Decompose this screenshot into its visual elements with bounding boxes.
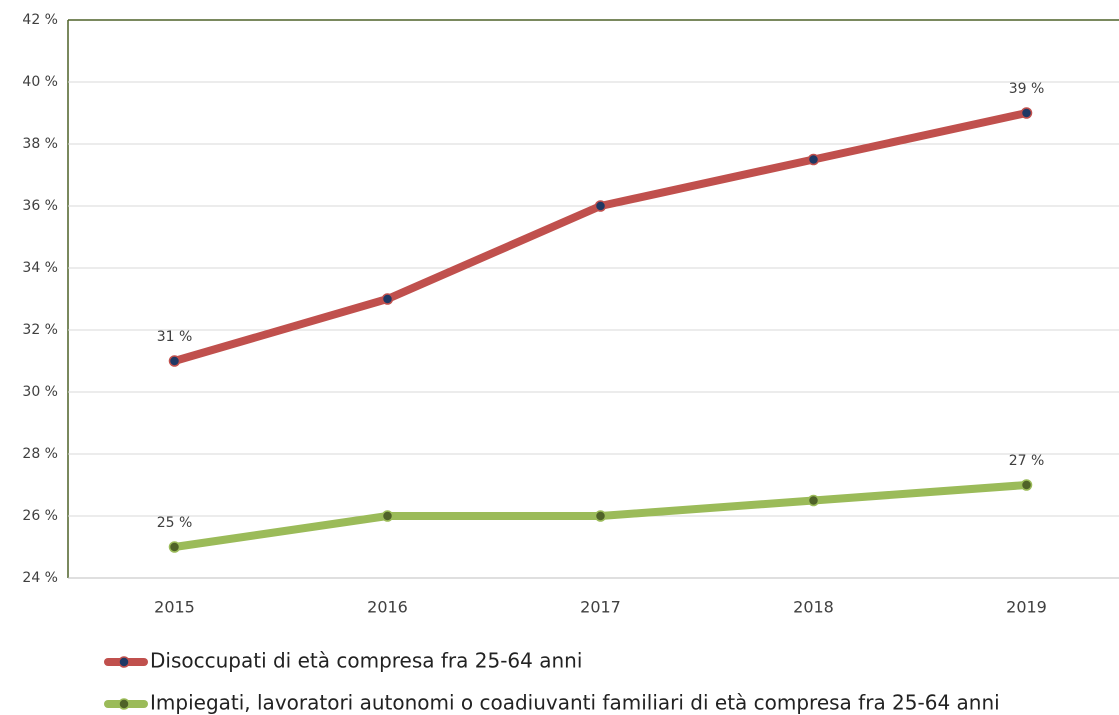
data-label: 27 % (1009, 453, 1045, 469)
marker (381, 293, 394, 305)
marker (807, 153, 820, 166)
y-tick-label: 30 % (22, 384, 58, 400)
y-tick-label: 26 % (22, 508, 58, 524)
x-tick-label: 2017 (580, 598, 621, 617)
marker (807, 494, 820, 507)
marker (168, 355, 181, 367)
data-label: 31 % (157, 329, 193, 345)
series-line (173, 109, 1028, 365)
x-tick-label: 2019 (1006, 598, 1047, 617)
y-tick-label: 24 % (22, 570, 58, 586)
x-tick-label: 2018 (793, 598, 834, 617)
marker (594, 510, 607, 522)
y-tick-label: 40 % (22, 74, 58, 90)
y-tick-label: 28 % (22, 446, 58, 462)
marker (168, 541, 181, 553)
y-tick-label: 36 % (22, 198, 58, 214)
y-tick-label: 32 % (22, 322, 58, 338)
marker (594, 200, 607, 212)
y-tick-label: 38 % (22, 136, 58, 152)
x-tick-label: 2016 (367, 598, 408, 617)
marker (1020, 479, 1033, 491)
data-label: 25 % (157, 515, 193, 531)
legend-label: Disoccupati di età compresa fra 25-64 an… (150, 649, 582, 673)
legend-marker (118, 698, 130, 710)
legend-label: Impiegati, lavoratori autonomi o coadiuv… (150, 691, 1000, 715)
y-tick-label: 42 % (22, 12, 58, 28)
marker (1020, 107, 1033, 119)
x-tick-label: 2015 (154, 598, 195, 617)
legend-marker (118, 656, 130, 668)
marker (381, 510, 394, 522)
y-tick-label: 34 % (22, 260, 58, 276)
data-label: 39 % (1009, 81, 1045, 97)
